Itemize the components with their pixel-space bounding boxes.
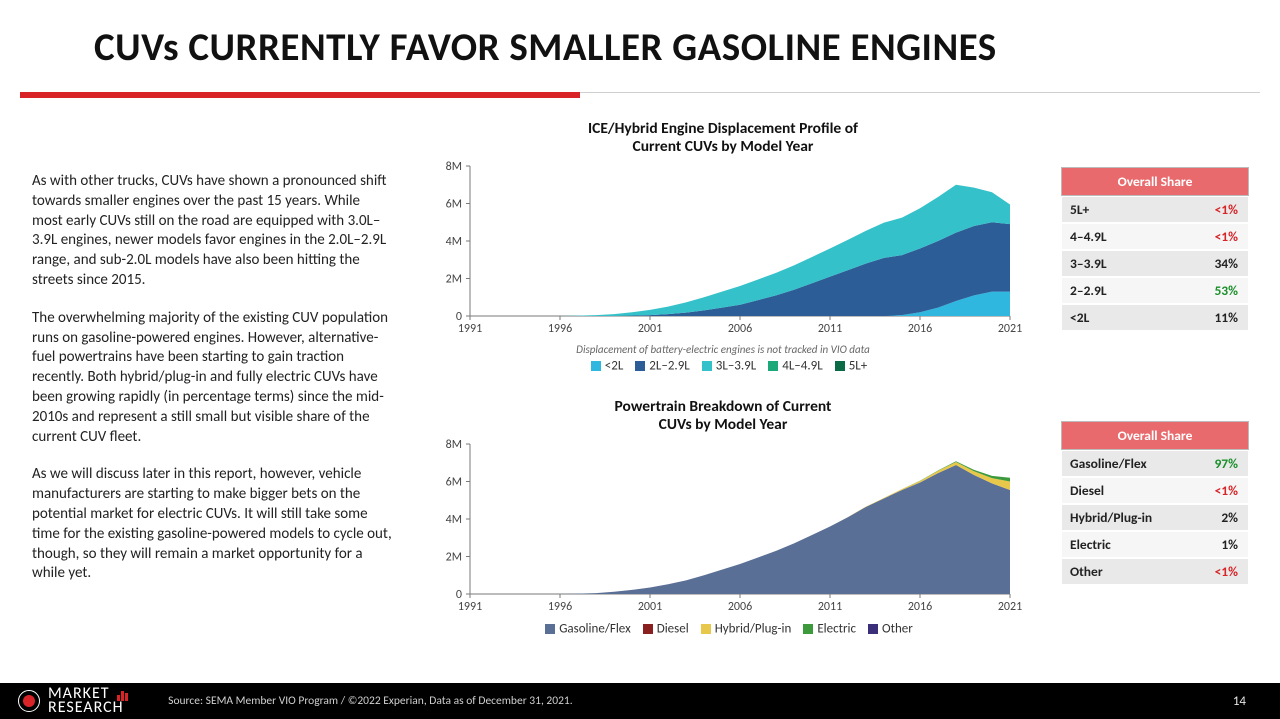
share-table-header: Overall Share bbox=[1061, 421, 1249, 450]
accent-rule-red bbox=[20, 92, 580, 98]
share-value: <1% bbox=[1196, 478, 1248, 503]
svg-text:2011: 2011 bbox=[818, 322, 842, 336]
legend-label: <2L bbox=[605, 358, 624, 373]
svg-text:2016: 2016 bbox=[908, 600, 932, 614]
slide-footer: MARKET RESEARCH Source: SEMA Member VIO … bbox=[0, 683, 1280, 719]
share-value: <1% bbox=[1196, 197, 1248, 222]
share-value: <1% bbox=[1196, 559, 1248, 584]
legend-label: 5L+ bbox=[849, 358, 868, 373]
share-key: <2L bbox=[1062, 305, 1196, 330]
legend-swatch bbox=[803, 624, 813, 634]
share-key: Gasoline/Flex bbox=[1062, 451, 1196, 476]
svg-text:2M: 2M bbox=[446, 550, 462, 564]
share-value: 2% bbox=[1196, 505, 1248, 530]
svg-text:1996: 1996 bbox=[548, 600, 572, 614]
paragraph: As we will discuss later in this report,… bbox=[32, 465, 392, 584]
legend-swatch bbox=[768, 361, 778, 371]
footer-source: Source: SEMA Member VIO Program / ©2022 … bbox=[168, 694, 572, 708]
legend-label: Gasoline/Flex bbox=[559, 621, 631, 636]
legend-label: Electric bbox=[817, 621, 856, 636]
legend-swatch bbox=[643, 624, 653, 634]
chart-displacement: ICE/Hybrid Engine Displacement Profile o… bbox=[414, 120, 1032, 380]
legend-swatch bbox=[591, 361, 601, 371]
legend-swatch bbox=[835, 361, 845, 371]
slide-title: CUVs CURRENTLY FAVOR SMALLER GASOLINE EN… bbox=[94, 24, 997, 71]
svg-text:8M: 8M bbox=[446, 160, 462, 174]
chart-title: ICE/Hybrid Engine Displacement Profile o… bbox=[414, 120, 1032, 156]
share-key: 4–4.9L bbox=[1062, 224, 1196, 249]
svg-text:4M: 4M bbox=[446, 235, 462, 249]
chart-legend: Gasoline/Flex Diesel Hybrid/Plug-in Electri… bbox=[414, 621, 1032, 636]
table-row: Other<1% bbox=[1061, 558, 1249, 585]
legend-label: 2L–2.9L bbox=[649, 358, 689, 373]
legend-label: 4L–4.9L bbox=[782, 358, 822, 373]
legend-swatch bbox=[635, 361, 645, 371]
svg-text:2M: 2M bbox=[446, 272, 462, 286]
share-value: 97% bbox=[1196, 451, 1248, 476]
series-gas bbox=[470, 465, 1010, 594]
svg-text:2021: 2021 bbox=[998, 322, 1022, 336]
paragraph: As with other trucks, CUVs have shown a … bbox=[32, 172, 392, 291]
share-value: 11% bbox=[1196, 305, 1248, 330]
table-row: Diesel<1% bbox=[1061, 477, 1249, 504]
legend-swatch bbox=[701, 624, 711, 634]
svg-text:2021: 2021 bbox=[998, 600, 1022, 614]
svg-text:2001: 2001 bbox=[638, 322, 662, 336]
paragraph: The overwhelming majority of the existin… bbox=[32, 309, 392, 448]
share-key: Other bbox=[1062, 559, 1196, 584]
svg-text:4M: 4M bbox=[446, 513, 462, 527]
svg-text:6M: 6M bbox=[446, 197, 462, 211]
share-key: 5L+ bbox=[1062, 197, 1196, 222]
table-row: <2L11% bbox=[1061, 304, 1249, 331]
table-row: 5L+<1% bbox=[1061, 196, 1249, 223]
table-row: 2–2.9L53% bbox=[1061, 277, 1249, 304]
chart-title: Powertrain Breakdown of CurrentCUVs by M… bbox=[414, 398, 1032, 434]
svg-text:2001: 2001 bbox=[638, 600, 662, 614]
share-value: 53% bbox=[1196, 278, 1248, 303]
svg-text:1996: 1996 bbox=[548, 322, 572, 336]
legend-swatch bbox=[545, 624, 555, 634]
chart-canvas: 02M4M6M8M1991199620012006201120162021 bbox=[414, 438, 1032, 614]
brand-line: RESEARCH bbox=[48, 698, 124, 717]
brand-logo: MARKET RESEARCH bbox=[0, 687, 128, 716]
page-number: 14 bbox=[1233, 694, 1246, 709]
share-key: Electric bbox=[1062, 532, 1196, 557]
svg-text:2011: 2011 bbox=[818, 600, 842, 614]
chart-canvas: 02M4M6M8M1991199620012006201120162021 bbox=[414, 160, 1032, 336]
accent-rule-grey bbox=[580, 92, 1260, 93]
table-row: 3–3.9L34% bbox=[1061, 250, 1249, 277]
legend-swatch bbox=[868, 624, 878, 634]
share-table-powertrain: Overall Share Gasoline/Flex97%Diesel<1%H… bbox=[1060, 420, 1250, 586]
svg-text:2006: 2006 bbox=[728, 322, 752, 336]
body-copy: As with other trucks, CUVs have shown a … bbox=[32, 172, 392, 602]
share-table-header: Overall Share bbox=[1061, 167, 1249, 196]
share-value: 1% bbox=[1196, 532, 1248, 557]
svg-text:2006: 2006 bbox=[728, 600, 752, 614]
share-table-displacement: Overall Share 5L+<1%4–4.9L<1%3–3.9L34%2–… bbox=[1060, 166, 1250, 332]
share-key: 3–3.9L bbox=[1062, 251, 1196, 276]
legend-label: Other bbox=[882, 621, 913, 636]
share-key: 2–2.9L bbox=[1062, 278, 1196, 303]
table-row: Gasoline/Flex97% bbox=[1061, 450, 1249, 477]
legend-swatch bbox=[702, 361, 712, 371]
svg-text:2016: 2016 bbox=[908, 322, 932, 336]
legend-label: Diesel bbox=[657, 621, 689, 636]
legend-label: Hybrid/Plug-in bbox=[715, 621, 792, 636]
chart-footnote: Displacement of battery-electric engines… bbox=[414, 343, 1032, 356]
chart-legend: <2L 2L–2.9L 3L–3.9L 4L–4.9L 5L+ bbox=[414, 358, 1032, 373]
share-key: Diesel bbox=[1062, 478, 1196, 503]
svg-text:1991: 1991 bbox=[458, 600, 482, 614]
table-row: Hybrid/Plug-in2% bbox=[1061, 504, 1249, 531]
share-value: 34% bbox=[1196, 251, 1248, 276]
chart-powertrain: Powertrain Breakdown of CurrentCUVs by M… bbox=[414, 398, 1032, 658]
table-row: 4–4.9L<1% bbox=[1061, 223, 1249, 250]
share-key: Hybrid/Plug-in bbox=[1062, 505, 1196, 530]
table-row: Electric1% bbox=[1061, 531, 1249, 558]
svg-text:8M: 8M bbox=[446, 438, 462, 452]
legend-label: 3L–3.9L bbox=[716, 358, 756, 373]
svg-text:6M: 6M bbox=[446, 475, 462, 489]
sema-badge-icon bbox=[18, 690, 40, 712]
share-value: <1% bbox=[1196, 224, 1248, 249]
svg-text:1991: 1991 bbox=[458, 322, 482, 336]
